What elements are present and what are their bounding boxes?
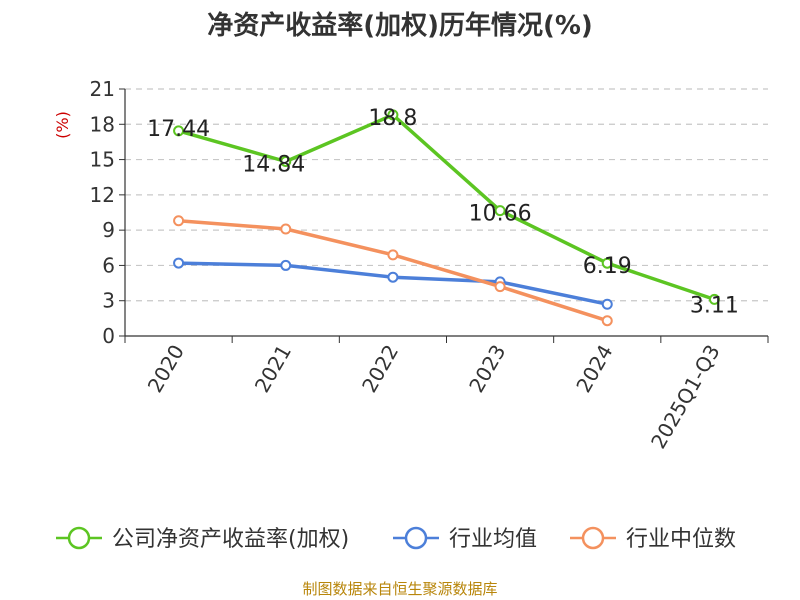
y-tick-label-15: 15 — [90, 148, 115, 172]
legend-label-2: 行业中位数 — [626, 527, 736, 552]
x-tick-label-2024: 2024 — [571, 341, 617, 397]
series-0-point-2022 — [387, 109, 399, 121]
series-layer — [173, 109, 720, 327]
chart-title: 净资产收益率(加权)历年情况(%) — [207, 10, 593, 41]
data-label-2020: 17.44 — [147, 117, 210, 142]
series-0-point-2025Q1-Q3 — [708, 293, 720, 305]
x-tick-label-2025Q1-Q3: 2025Q1-Q3 — [646, 341, 725, 453]
x-tick-label-2023: 2023 — [464, 341, 510, 397]
y-axis-unit-label: (%) — [53, 111, 72, 139]
series-1-point-2022 — [387, 271, 399, 283]
y-tick-label-12: 12 — [90, 183, 115, 207]
y-tick-label-18: 18 — [90, 112, 115, 136]
x-tick-label-2020: 2020 — [143, 341, 189, 397]
data-label-2021: 14.84 — [242, 152, 305, 177]
legend-label-1: 行业均值 — [449, 527, 537, 552]
legend[interactable]: 公司净资产收益率(加权) 行业均值 行业中位数 — [56, 526, 736, 552]
legend-marker-0 — [67, 526, 91, 550]
series-0-point-2021 — [280, 155, 292, 167]
series-1-point-2020 — [173, 257, 185, 269]
series-0-point-2023 — [494, 205, 506, 217]
series-line-2 — [178, 218, 608, 323]
series-2-point-2021 — [280, 223, 292, 235]
series-2-point-2020 — [173, 215, 185, 227]
y-tick-label-21: 21 — [90, 77, 115, 101]
legend-item-0[interactable]: 公司净资产收益率(加权) — [56, 526, 349, 552]
y-tick-label-3: 3 — [102, 289, 115, 313]
x-tick-label-2022: 2022 — [357, 341, 403, 397]
series-1-point-2024 — [601, 298, 613, 310]
data-label-2022: 18.8 — [368, 106, 417, 131]
y-tick-label-6: 6 — [102, 253, 115, 277]
data-label-2024: 6.19 — [583, 254, 632, 279]
series-2-point-2022 — [387, 249, 399, 261]
data-labels: 17.44 14.84 18.8 10.66 6.19 3.11 — [147, 106, 739, 319]
y-tick-label-9: 9 — [102, 218, 115, 242]
y-tick-label-0: 0 — [102, 324, 115, 348]
series-line-1 — [178, 261, 608, 306]
data-source-note: 制图数据来自恒生聚源数据库 — [302, 580, 497, 598]
grid-lines — [125, 88, 768, 302]
series-1-point-2021 — [280, 259, 292, 271]
data-label-2025Q1-Q3: 3.11 — [690, 293, 739, 318]
legend-item-1[interactable]: 行业均值 — [393, 526, 537, 552]
series-0-point-2024 — [601, 257, 613, 269]
data-label-2023: 10.66 — [469, 202, 532, 227]
series-2-point-2024 — [601, 315, 613, 327]
series-0-point-2020 — [173, 125, 185, 137]
series-2-point-2023 — [494, 281, 506, 293]
legend-marker-1 — [404, 526, 428, 550]
legend-item-2[interactable]: 行业中位数 — [570, 526, 736, 552]
x-tick-label-2021: 2021 — [250, 341, 296, 397]
legend-label-0: 公司净资产收益率(加权) — [112, 527, 349, 552]
series-line-0 — [178, 113, 715, 302]
legend-marker-2 — [581, 526, 605, 550]
